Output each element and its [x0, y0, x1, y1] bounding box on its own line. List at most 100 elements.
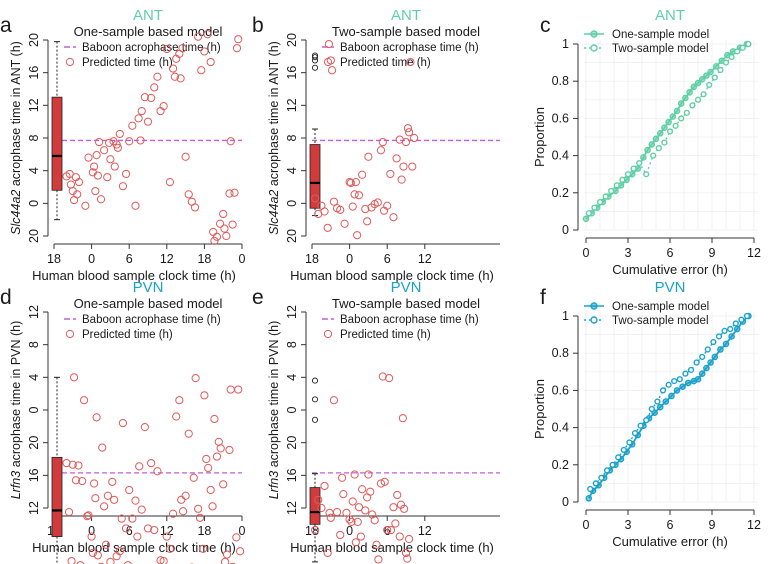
- x-axis-title: Human blood sample clock time (h): [32, 268, 236, 283]
- panel-label: a: [0, 14, 12, 37]
- data-point: [84, 153, 93, 162]
- data-point: [374, 555, 383, 564]
- series-point: [693, 359, 700, 366]
- data-point: [91, 186, 100, 196]
- series-point: [678, 115, 685, 122]
- data-point: [389, 213, 398, 222]
- data-point: [168, 64, 178, 73]
- data-point: [162, 532, 171, 541]
- data-point: [225, 445, 234, 455]
- data-point: [81, 201, 90, 210]
- legend-label: Predicted time (h): [340, 57, 431, 69]
- x-tick-label: 0: [583, 246, 590, 260]
- x-tick-label: 12: [747, 518, 761, 532]
- data-point: [175, 396, 184, 405]
- data-point: [79, 396, 89, 405]
- series-point: [738, 316, 745, 323]
- data-point: [408, 162, 417, 171]
- data-point: [320, 481, 329, 491]
- data-point: [184, 190, 193, 199]
- legend-label: One-sample model: [612, 301, 709, 313]
- data-point: [327, 66, 337, 75]
- x-axis-title: Cumulative error (h): [612, 262, 728, 277]
- data-point: [128, 514, 137, 523]
- tissue-title: ANT: [655, 7, 685, 24]
- y-tick-label: 20: [285, 229, 299, 243]
- series-point: [602, 193, 609, 200]
- series-point: [665, 118, 672, 126]
- data-point: [95, 137, 104, 147]
- y-tick-label: 4: [27, 167, 41, 174]
- data-point: [200, 47, 209, 56]
- data-point: [384, 374, 394, 383]
- data-point: [219, 209, 228, 219]
- data-point: [403, 124, 412, 133]
- legend-marker: [590, 302, 598, 310]
- data-point: [210, 236, 219, 245]
- panel-subtitle: One-sample based model: [74, 24, 223, 39]
- data-point: [197, 66, 206, 75]
- tissue-title: ANT: [133, 7, 163, 24]
- data-point: [194, 504, 203, 513]
- data-point: [140, 93, 149, 102]
- data-point: [159, 102, 168, 111]
- data-point: [399, 162, 408, 171]
- y-tick-label: 4: [27, 374, 41, 381]
- data-point: [100, 502, 109, 511]
- data-point: [364, 470, 373, 479]
- data-point: [373, 198, 382, 207]
- x-tick-label: 18: [197, 252, 211, 266]
- series-point: [656, 403, 664, 411]
- series-point: [582, 215, 590, 223]
- data-point: [229, 562, 236, 564]
- data-point: [137, 505, 146, 514]
- series-point: [715, 333, 723, 340]
- data-point: [386, 169, 395, 179]
- data-point: [73, 190, 82, 199]
- series-point: [728, 333, 735, 340]
- series-point: [676, 376, 683, 383]
- series-point: [608, 187, 615, 195]
- x-axis-title: Human blood sample clock time (h): [290, 268, 494, 283]
- series-point: [698, 370, 706, 377]
- data-point: [364, 152, 373, 161]
- y-tick-label: 20: [27, 33, 41, 47]
- series-point: [694, 375, 702, 383]
- data-point: [361, 506, 370, 515]
- data-point: [71, 476, 81, 485]
- series-point: [591, 204, 598, 211]
- data-point: [195, 513, 205, 522]
- data-point: [200, 391, 209, 400]
- series-point: [699, 353, 706, 361]
- data-point: [69, 373, 79, 382]
- data-point: [106, 557, 115, 564]
- legend-label: Predicted time (h): [340, 329, 431, 341]
- data-point: [329, 197, 339, 206]
- data-point: [68, 460, 77, 469]
- series-point: [721, 327, 728, 334]
- data-point: [172, 412, 181, 421]
- series-point: [698, 76, 706, 83]
- y-axis-title: Lrfn3 acrophase time in PVN (h): [267, 321, 281, 500]
- box-outlier: [311, 54, 319, 61]
- x-tick-label: 0: [239, 524, 246, 538]
- data-point: [118, 182, 128, 191]
- data-point: [376, 146, 386, 155]
- data-point: [105, 138, 114, 147]
- x-tick-label: 0: [583, 518, 590, 532]
- data-point: [397, 175, 406, 184]
- series-point: [672, 122, 679, 129]
- data-point: [225, 189, 234, 198]
- data-point: [115, 547, 124, 556]
- legend-marker: [590, 44, 598, 52]
- x-axis-title: Human blood sample clock time (h): [290, 540, 494, 555]
- panel-f: f PVN 0 3 6 9 12 0 0.2 0.4 0.6 0.8 1 Cumulative error…: [532, 279, 761, 549]
- legend-point-swatch: [65, 57, 75, 67]
- y-tick-label: 4: [285, 167, 299, 174]
- data-point: [143, 524, 153, 533]
- y-tick-label: 8: [27, 341, 41, 348]
- data-point: [236, 547, 245, 556]
- data-point: [209, 227, 218, 237]
